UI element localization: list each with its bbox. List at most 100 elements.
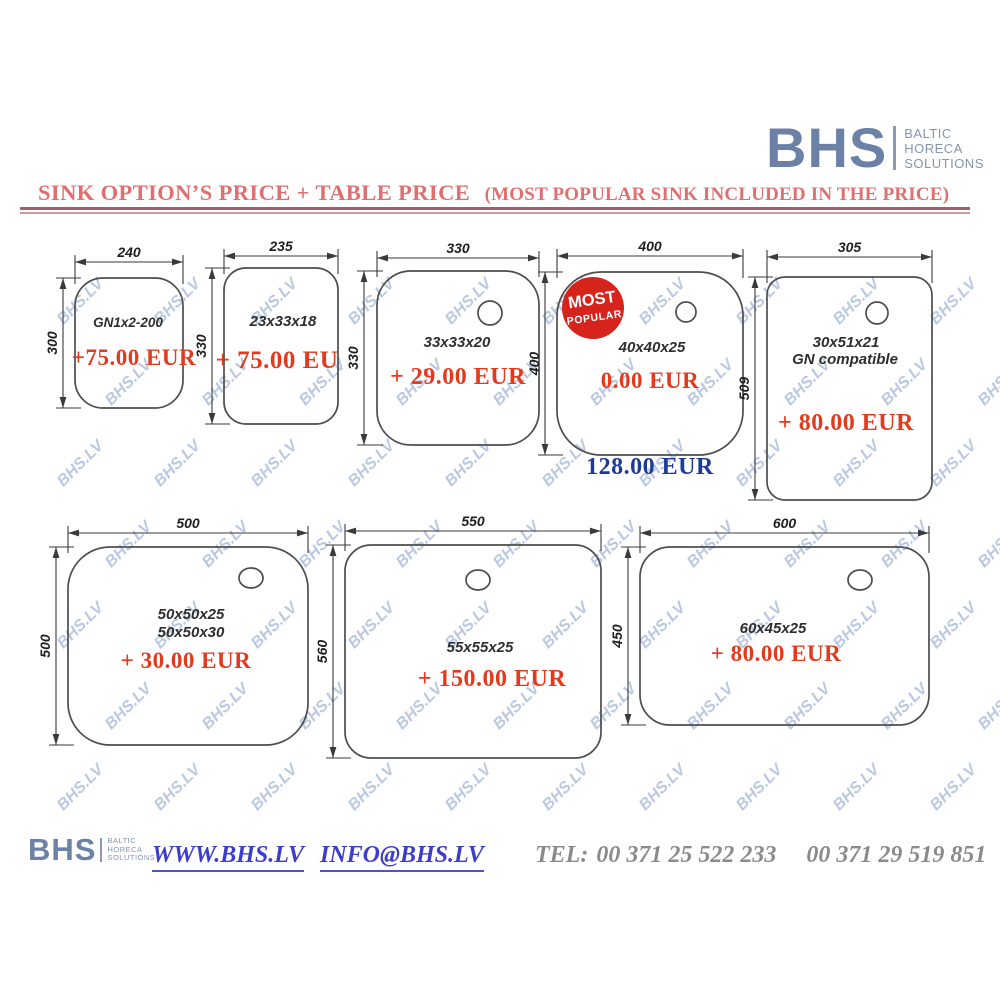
tel-label: TEL:	[535, 842, 589, 868]
dimension-arrow	[329, 545, 337, 556]
dimension-arrow	[528, 254, 539, 262]
sink-size-label: GN compatible	[792, 351, 898, 368]
dimension-width-label: 600	[773, 515, 797, 531]
dimension-arrow	[921, 253, 932, 261]
email-link[interactable]: INFO@BHS.LV	[320, 842, 484, 872]
sink-basin-outline	[639, 546, 930, 726]
dimension-arrow	[172, 258, 183, 266]
drain-hole-icon	[477, 300, 503, 326]
phone-number-2: 00 371 29 519 851	[806, 842, 987, 868]
dimension-arrow	[329, 747, 337, 758]
sink-size-label: 33x33x20	[424, 334, 491, 351]
dimension-width-label: 305	[838, 239, 862, 255]
sink-drawing-2: 235 330 23x33x18 + 75.00 EU	[193, 238, 339, 425]
logo-subtitle-line: SOLUTIONS	[904, 155, 984, 171]
sink-basin-outline	[223, 267, 339, 425]
logo-subtitle-line: HORECA	[107, 844, 143, 854]
sink-size-label: 60x45x25	[740, 620, 807, 637]
badge-circle	[562, 277, 624, 339]
dimension-width-label: 400	[637, 238, 662, 254]
drain-hole-icon	[238, 567, 264, 589]
dimension-arrow	[208, 413, 216, 424]
dimension-arrow	[732, 252, 743, 260]
logo-subtitle-line: SOLUTIONS	[107, 853, 156, 863]
dimension-width-label: 235	[268, 238, 293, 254]
sink-size-label: 50x50x25	[158, 606, 225, 623]
dimension-width-label: 550	[461, 513, 485, 529]
sink-option-price: + 80.00 EUR	[778, 410, 914, 436]
drain-hole-icon	[847, 569, 873, 591]
dimension-height-label: 400	[526, 352, 542, 377]
dimension-arrow	[68, 529, 79, 537]
dimension-height-label: 330	[193, 334, 209, 358]
dimension-arrow	[541, 272, 549, 283]
sink-option-price: +75.00 EUR	[72, 345, 196, 370]
drain-hole-icon	[465, 569, 491, 591]
sink-basin-outline	[556, 271, 744, 456]
sink-basin-outline	[376, 270, 540, 446]
dimension-arrow	[918, 529, 929, 537]
dimension-height-label: 560	[314, 640, 330, 664]
sink-size-label: 40x40x25	[618, 339, 686, 356]
sink-basin-outline	[74, 277, 184, 409]
logo-divider	[100, 838, 103, 862]
dimension-arrow	[557, 252, 568, 260]
sink-option-price: + 75.00 EU	[216, 347, 339, 374]
dimension-arrow	[590, 527, 601, 535]
bhs-logo-footer: BHS BALTIC HORECA SOLUTIONS	[28, 832, 155, 867]
sink-option-price: + 29.00 EUR	[390, 364, 526, 390]
sink-drawing-4: 400 400 40x40x25 0.00 EUR 128.00 EUR MOSTPOPU…	[526, 238, 744, 480]
sink-size-label: 50x50x30	[158, 624, 225, 641]
phone-number-1: 00 371 25 522 233	[596, 842, 777, 868]
sink-option-price: + 80.00 EUR	[711, 641, 841, 666]
sink-size-label: 30x51x21	[813, 334, 880, 351]
sink-table-price: 128.00 EUR	[586, 454, 714, 480]
dimension-arrow	[751, 277, 759, 288]
bhs-logo-text: BHS	[766, 116, 888, 179]
logo-divider	[893, 126, 897, 170]
sink-basin-outline	[67, 546, 309, 746]
dimension-arrow	[52, 547, 60, 558]
logo-subtitle-line: HORECA	[904, 140, 963, 156]
title-underline-bottom	[20, 212, 970, 214]
page-title-main: SINK OPTION’S PRICE + TABLE PRICE	[38, 180, 471, 205]
logo-subtitle-line: BALTIC	[107, 836, 137, 846]
dimension-arrow	[360, 434, 368, 445]
dimension-width-label: 500	[176, 515, 200, 531]
dimension-width-label: 330	[446, 240, 470, 256]
website-link[interactable]: WWW.BHS.LV	[152, 842, 305, 872]
dimension-arrow	[767, 253, 778, 261]
page-title: SINK OPTION’S PRICE + TABLE PRICE (MOST …	[38, 180, 949, 206]
dimension-arrow	[75, 258, 86, 266]
title-underline-top	[20, 207, 970, 210]
dimension-height-label: 330	[345, 346, 361, 370]
dimension-arrow	[377, 254, 388, 262]
dimension-height-label: 509	[736, 377, 752, 401]
bhs-logo: BHS BALTIC HORECA SOLUTIONS	[766, 116, 984, 179]
dimension-arrow	[624, 714, 632, 725]
dimension-height-label: 300	[44, 331, 60, 355]
drain-hole-icon	[675, 301, 697, 323]
logo-subtitle-line: BALTIC	[904, 125, 952, 141]
dimension-arrow	[59, 278, 67, 289]
sink-drawing-3: 330 330 33x33x20 + 29.00 EUR	[345, 240, 540, 446]
sink-option-price: 0.00 EUR	[601, 368, 700, 393]
dimension-arrow	[224, 252, 235, 260]
dimension-arrow	[751, 489, 759, 500]
dimension-arrow	[541, 444, 549, 455]
sink-basin-outline	[766, 276, 933, 501]
dimension-arrow	[208, 268, 216, 279]
sink-size-label: GN1x2-200	[93, 315, 163, 330]
bhs-logo-text: BHS	[28, 832, 97, 867]
dimension-height-label: 500	[37, 634, 53, 658]
sink-drawing-7: 550 560 55x55x25 + 150.00 EUR	[314, 513, 602, 759]
page-title-note: (MOST POPULAR SINK INCLUDED IN THE PRICE…	[484, 184, 950, 205]
dimension-arrow	[59, 397, 67, 408]
logo-subtitle: BALTIC HORECA SOLUTIONS	[107, 837, 155, 863]
logo-subtitle: BALTIC HORECA SOLUTIONS	[904, 126, 984, 171]
sink-option-price: + 150.00 EUR	[418, 666, 567, 692]
